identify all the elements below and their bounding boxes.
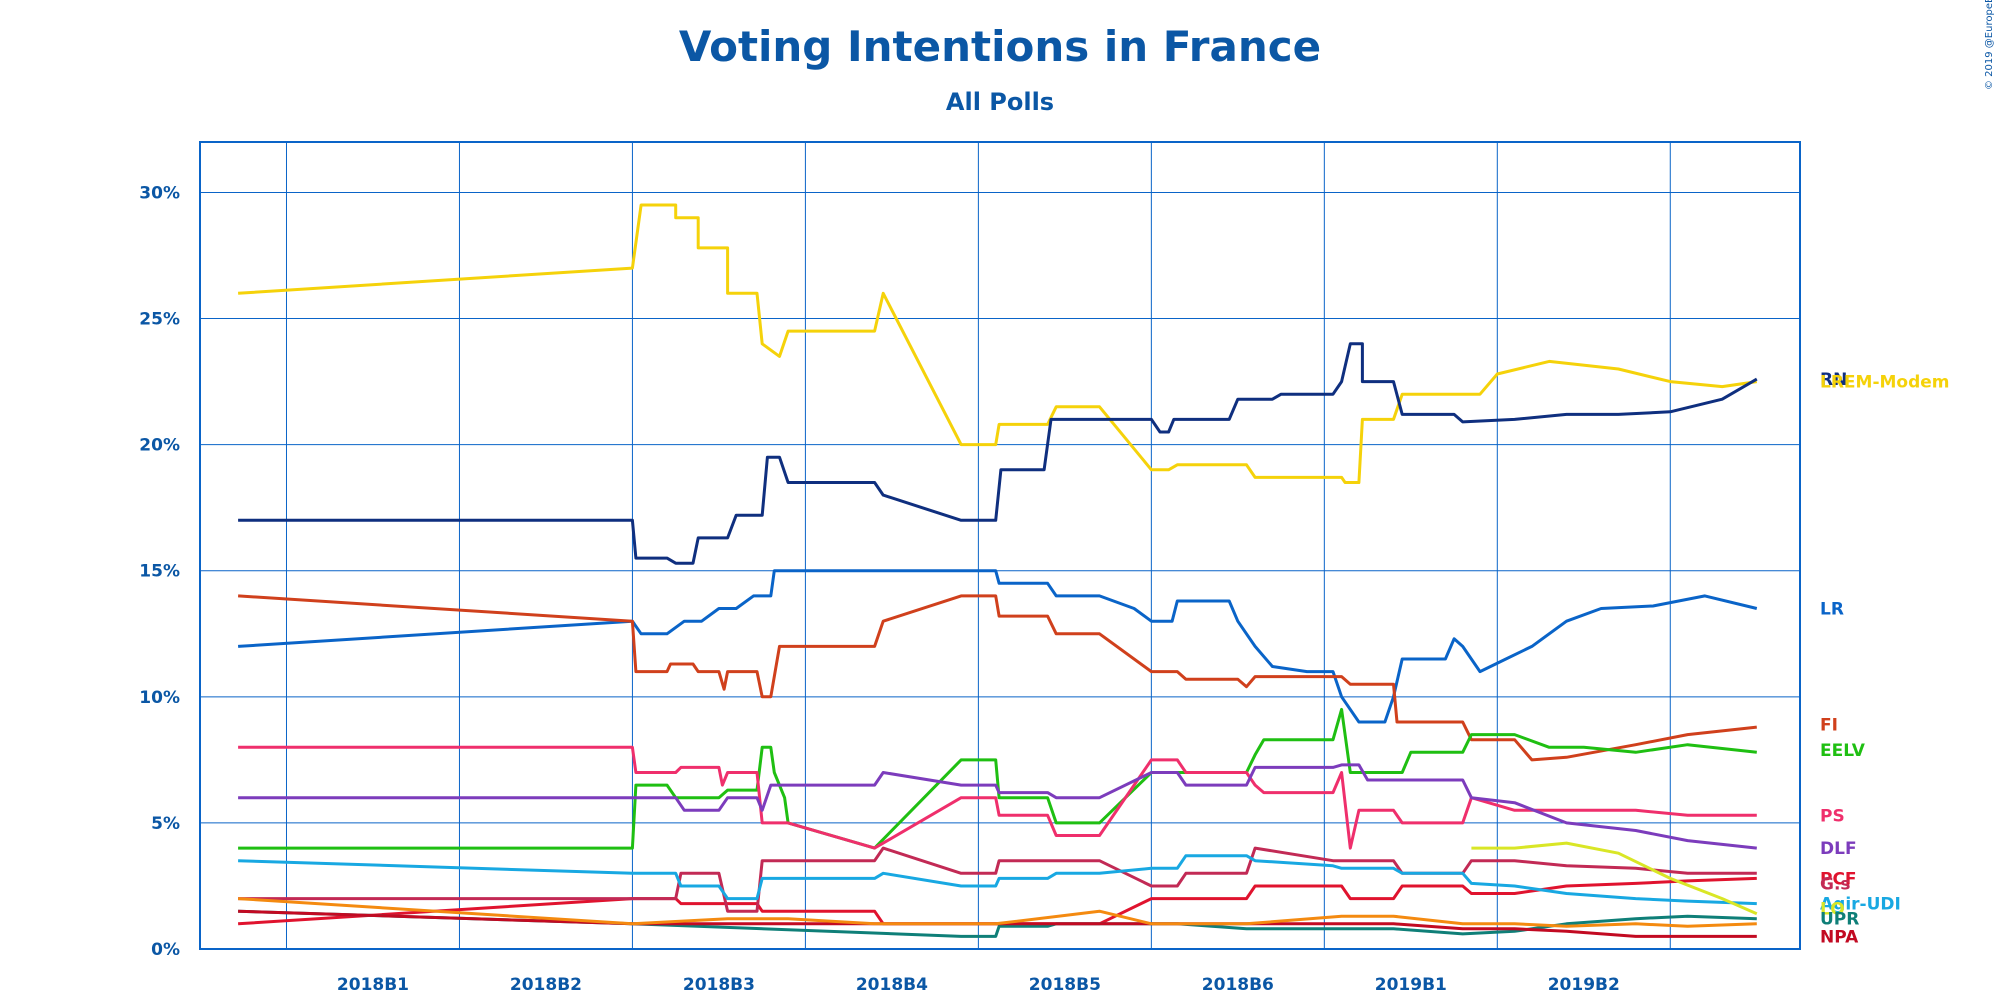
series-label-dlf: DLF <box>1820 839 1857 859</box>
series-line-g-s <box>238 846 1757 913</box>
series-line-lr <box>238 569 1758 724</box>
x-axis-ticks: 2018B1 2018B2 2018B3 2018B4 2018B5 2018B6 2019… <box>337 975 1620 995</box>
series-label-agir-udi: Agir-UDI <box>1820 895 1901 915</box>
plot-frame <box>199 141 1801 950</box>
x-tick-label: 2018B3 <box>683 975 755 995</box>
x-tick-label: 2018B2 <box>510 975 582 995</box>
series-line-lrem-modem <box>238 203 1758 484</box>
series-label-g-s: G.s <box>1820 874 1851 894</box>
series-label-ps: PS <box>1820 806 1845 826</box>
y-tick-label: 20% <box>139 436 180 456</box>
y-tick-label: 30% <box>139 183 180 203</box>
series-lines <box>238 203 1758 938</box>
x-tick-label: 2019B1 <box>1375 975 1447 995</box>
series-line-fi <box>238 594 1757 762</box>
y-axis-ticks: 0% 5% 10% 15% 20% 25% 30% <box>139 183 180 960</box>
series-line-ps <box>238 745 1757 850</box>
series-label-lo: LO <box>1820 900 1845 920</box>
series-line-eelv <box>238 707 1757 850</box>
y-tick-label: 15% <box>139 562 180 582</box>
series-label-pcf: PCF <box>1820 869 1857 889</box>
series-line-dlf <box>238 763 1757 850</box>
x-tick-label: 2018B1 <box>337 975 409 995</box>
series-line-agir-udi <box>238 854 1757 906</box>
y-tick-label: 25% <box>139 310 180 330</box>
x-tick-label: 2018B4 <box>856 975 928 995</box>
y-tick-label: 5% <box>151 814 180 834</box>
series-label-lr: LR <box>1820 600 1844 620</box>
grid <box>200 142 1800 950</box>
series-label-fi: FI <box>1820 716 1838 736</box>
series-label-lrem-modem: LREM-Modem <box>1820 373 1950 393</box>
series-label-npa: NPA <box>1820 927 1859 947</box>
series-label-eelv: EELV <box>1820 741 1866 761</box>
series-label-rn: RN <box>1820 370 1847 390</box>
series-line-lo <box>1471 841 1758 916</box>
x-tick-label: 2018B6 <box>1202 975 1274 995</box>
x-tick-label: 2019B2 <box>1548 975 1620 995</box>
chart-subtitle: All Polls <box>945 88 1055 116</box>
series-line-ecology <box>238 897 1757 928</box>
y-tick-label: 10% <box>139 688 180 708</box>
x-tick-label: 2018B5 <box>1029 975 1101 995</box>
series-line-upr <box>238 909 1757 938</box>
series-line-rn <box>238 342 1758 565</box>
y-tick-label: 0% <box>151 940 180 960</box>
series-label-upr: UPR <box>1820 910 1859 930</box>
chart-title: Voting Intentions in France <box>678 22 1322 71</box>
